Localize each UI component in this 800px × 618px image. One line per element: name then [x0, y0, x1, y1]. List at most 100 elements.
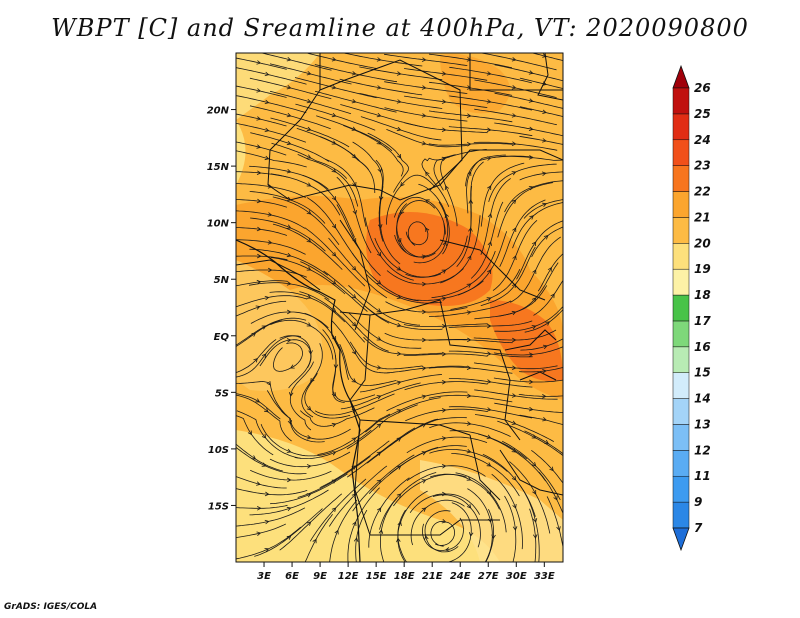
streamline-arrow: [511, 141, 517, 146]
lat-tick-label: 20N: [207, 106, 230, 117]
streamline-arrow: [264, 71, 270, 77]
streamline-arrow: [512, 255, 517, 261]
streamline-arrow: [466, 113, 472, 118]
streamline-arrow: [421, 394, 427, 399]
colorbar-label: 7: [694, 521, 703, 535]
streamline: [504, 180, 563, 213]
streamline-arrow: [376, 85, 382, 90]
lon-tick-label: 24E: [450, 571, 471, 582]
shading-23-core-east: [490, 300, 563, 382]
streamline-arrow: [397, 237, 402, 243]
streamline-arrow: [377, 224, 383, 229]
shading-20-south: [236, 430, 500, 562]
streamline-arrow: [331, 422, 337, 428]
streamline: [493, 377, 563, 383]
chart-title: WBPT [C] and Sreamline at 400hPa, VT: 20…: [51, 14, 749, 42]
lon-tick-label: 3E: [257, 571, 271, 582]
streamline-arrow: [466, 310, 472, 315]
streamline-arrow: [376, 280, 382, 285]
streamline-arrow: [442, 491, 447, 497]
colorbar-box: [672, 268, 690, 296]
streamline-arrow: [511, 171, 517, 176]
lon-tick-label: 33E: [534, 571, 555, 582]
streamline-arrow: [467, 255, 472, 261]
streamline: [236, 85, 287, 98]
map-plot-area: [236, 53, 563, 562]
lat-tick-label: 15N: [207, 162, 230, 173]
streamline-arrow: [286, 140, 292, 146]
streamline-arrow: [261, 325, 267, 330]
streamline-arrow: [424, 535, 429, 540]
lon-tick-label: 21E: [422, 571, 443, 582]
streamline-arrow: [466, 421, 472, 426]
coastline-red-sea: [537, 53, 563, 101]
streamline-arrow: [351, 322, 357, 327]
streamline-arrow: [441, 127, 447, 132]
streamline: [531, 449, 563, 484]
streamline-arrow: [351, 99, 357, 104]
streamline-arrow: [331, 392, 337, 397]
streamline-arrow: [444, 185, 450, 191]
streamline-arrow: [255, 305, 261, 310]
streamline-arrow: [376, 395, 382, 400]
streamline-arrow: [528, 155, 534, 160]
streamline-arrow: [466, 85, 472, 90]
streamline-arrow: [421, 113, 427, 118]
streamline-arrow: [466, 365, 472, 370]
lon-tick-label: 27E: [478, 571, 499, 582]
colorbar-box: [672, 191, 690, 218]
colorbar-box: [672, 372, 690, 399]
streamline-arrow: [256, 170, 262, 175]
streamline-arrow: [544, 439, 550, 445]
shading-20-north: [236, 53, 320, 120]
streamline-arrow: [376, 451, 382, 456]
streamline-arrow: [306, 406, 312, 411]
grads-credit: GrADS: IGES/COLA: [4, 602, 98, 612]
streamline-arrow: [512, 227, 517, 233]
colorbar-box: [672, 450, 690, 477]
streamline-arrow: [486, 379, 492, 384]
streamline-arrow: [511, 57, 517, 62]
streamline-arrow: [511, 448, 517, 453]
streamline-arrow: [351, 126, 357, 131]
streamline-arrow: [396, 99, 402, 104]
streamline-arrow: [397, 153, 402, 159]
streamline-arrow: [306, 322, 312, 327]
streamline-arrow: [550, 293, 555, 299]
streamline-arrow: [396, 322, 402, 328]
streamline: [236, 280, 288, 287]
streamline-arrow: [256, 531, 262, 536]
streamline-arrow: [396, 126, 402, 132]
streamline-arrow: [378, 529, 384, 534]
streamline: [236, 523, 286, 539]
lat-tick-label: 5N: [214, 275, 230, 286]
streamline-arrow: [264, 155, 270, 161]
streamline-arrow: [466, 141, 472, 147]
streamline-arrow: [306, 210, 312, 215]
streamline-arrow: [532, 517, 538, 523]
streamline-arrow: [467, 171, 472, 177]
streamline-arrow: [421, 281, 427, 287]
streamline-arrow: [486, 127, 492, 132]
streamline-arrow: [376, 140, 382, 145]
streamline-arrow: [531, 461, 537, 467]
streamline-arrow: [261, 462, 267, 467]
streamline: [236, 113, 287, 127]
streamline-arrow: [286, 252, 292, 258]
streamline-arrow: [441, 436, 447, 441]
colorbar-label: 18: [694, 288, 711, 302]
streamline-arrow: [306, 71, 312, 76]
streamline-arrow: [528, 98, 534, 103]
streamline-arrow: [353, 537, 359, 542]
streamline: [494, 92, 563, 109]
streamline-arrow: [306, 435, 312, 440]
streamline-arrow: [491, 534, 496, 540]
streamlines: [236, 53, 563, 562]
colorbar-label: 19: [694, 262, 711, 276]
streamline-arrow: [528, 126, 534, 131]
colorbar-label: 22: [694, 185, 711, 199]
streamline-arrow: [287, 309, 292, 315]
lat-tick-label: 10S: [208, 445, 229, 456]
streamline-arrow: [486, 71, 492, 76]
streamline-arrow: [532, 534, 538, 539]
